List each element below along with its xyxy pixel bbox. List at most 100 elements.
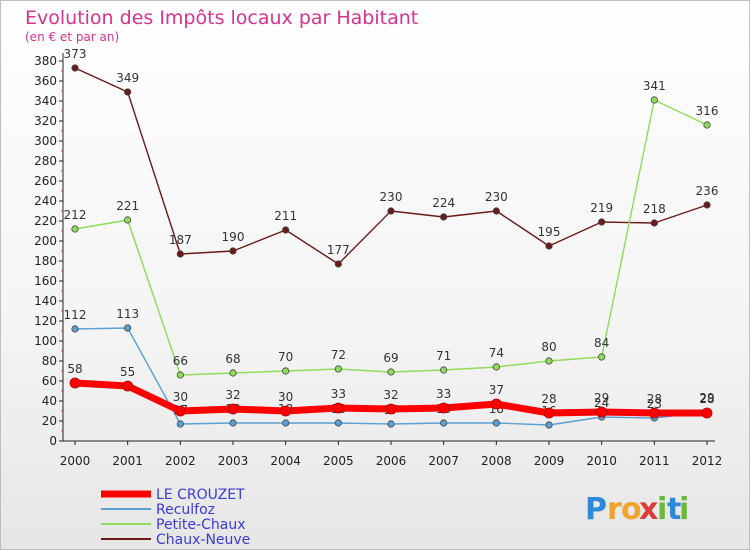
data-point: [598, 353, 606, 361]
x-tick-label: 2001: [112, 454, 143, 468]
data-label: 211: [274, 209, 297, 223]
data-point: [229, 369, 237, 377]
data-label: 68: [225, 352, 240, 366]
data-label: 58: [67, 362, 82, 376]
axes: 0 20 40 60 80 100 120 140 160 180 200 220 240 260 280 3…: [34, 53, 722, 468]
y-tick-label: 160: [34, 274, 57, 288]
legend-label-le-crouzet: LE CROUZET: [156, 487, 245, 503]
data-point: [545, 421, 553, 429]
x-tick-label: 2007: [428, 454, 459, 468]
x-tick-label: 2000: [60, 454, 91, 468]
data-label: 112: [64, 308, 87, 322]
y-tick-label: 240: [34, 194, 57, 208]
data-point: [440, 366, 448, 374]
data-label: 221: [116, 199, 139, 213]
y-tick-label: 260: [34, 174, 57, 188]
data-point: [229, 419, 237, 427]
data-label: 80: [541, 340, 556, 354]
data-label: 71: [436, 349, 451, 363]
data-point: [71, 325, 79, 333]
data-point: [71, 225, 79, 233]
data-point: [334, 260, 342, 268]
data-point: [545, 357, 553, 365]
data-label: 190: [222, 230, 245, 244]
y-tick-label: 40: [42, 394, 57, 408]
data-point: [387, 207, 395, 215]
logo-letter: o: [621, 492, 642, 527]
data-label: 224: [432, 196, 455, 210]
logo-letter: i: [657, 492, 667, 527]
data-label: 373: [64, 47, 87, 61]
data-point: [174, 405, 186, 417]
y-tick-label: 280: [34, 154, 57, 168]
y-tick-label: 80: [42, 354, 57, 368]
data-point: [440, 419, 448, 427]
data-point: [124, 216, 132, 224]
x-tick-label: 2006: [376, 454, 407, 468]
data-label: 28: [541, 392, 556, 406]
x-tick-label: 2002: [165, 454, 196, 468]
data-label: 341: [643, 79, 666, 93]
data-point: [492, 363, 500, 371]
data-point: [492, 207, 500, 215]
data-label: 28: [647, 392, 662, 406]
data-label: 37: [489, 383, 504, 397]
data-label: 212: [64, 208, 87, 222]
data-point: [385, 403, 397, 415]
y-tick-label: 340: [34, 94, 57, 108]
data-label: 316: [696, 104, 719, 118]
data-point: [598, 218, 606, 226]
logo-letter: P: [585, 492, 607, 527]
logo-letter: t: [667, 492, 681, 527]
data-point: [332, 402, 344, 414]
x-tick-label: 2009: [534, 454, 565, 468]
y-tick-label: 220: [34, 214, 57, 228]
data-label: 29: [699, 391, 714, 405]
data-label: 30: [173, 390, 188, 404]
data-point: [282, 419, 290, 427]
y-tick-label: 140: [34, 294, 57, 308]
data-label: 66: [173, 354, 188, 368]
data-label: 74: [489, 346, 504, 360]
data-label: 29: [594, 391, 609, 405]
data-point: [596, 406, 608, 418]
y-tick-label: 100: [34, 334, 57, 348]
data-label: 195: [538, 225, 561, 239]
x-tick-label: 2010: [586, 454, 617, 468]
data-label: 177: [327, 243, 350, 257]
series-petite-chaux: 212 221 66 68 70 72 69 71 74 80 84 341 316: [64, 79, 719, 379]
data-label: 69: [383, 351, 398, 365]
data-point: [492, 419, 500, 427]
data-point: [440, 213, 448, 221]
y-tick-label: 60: [42, 374, 57, 388]
data-point: [543, 407, 555, 419]
x-tick-label: 2003: [218, 454, 249, 468]
data-label: 28: [699, 392, 714, 406]
data-point: [387, 368, 395, 376]
y-tick-label: 380: [34, 54, 57, 68]
data-label: 55: [120, 365, 135, 379]
data-point: [124, 324, 132, 332]
data-label: 32: [225, 388, 240, 402]
legend: LE CROUZETReculfozPetite-ChauxChaux-Neuv…: [101, 487, 250, 548]
y-tick-label: 360: [34, 74, 57, 88]
data-label: 24: [594, 396, 609, 410]
data-label: 218: [643, 202, 666, 216]
data-label: 70: [278, 350, 293, 364]
data-label: 23: [647, 397, 662, 411]
data-label: 33: [331, 387, 346, 401]
data-point: [545, 242, 553, 250]
x-tick-label: 2005: [323, 454, 354, 468]
series-chaux-neuve: 373 349 187 190 211 177 230 224 230 195 219 218 236: [64, 47, 718, 268]
y-tick-label: 180: [34, 254, 57, 268]
data-point: [650, 96, 658, 104]
logo-letter: i: [679, 492, 689, 527]
data-point: [438, 402, 450, 414]
data-label: 30: [278, 390, 293, 404]
data-point: [703, 201, 711, 209]
data-point: [176, 250, 184, 258]
legend-label-chaux-neuve: Chaux-Neuve: [156, 532, 250, 548]
data-point: [122, 380, 134, 392]
